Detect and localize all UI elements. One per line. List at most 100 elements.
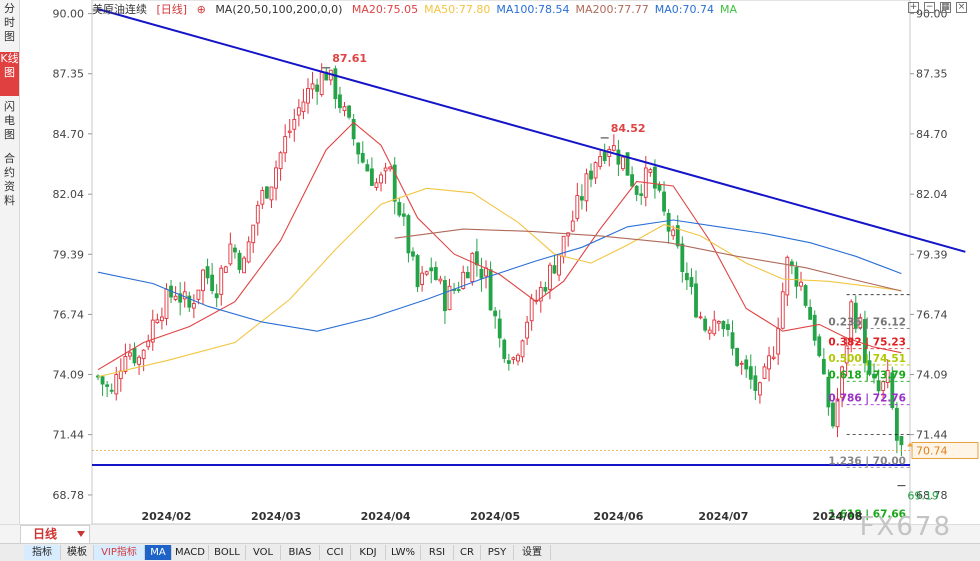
indicator-tab-lw[interactable]: LW% xyxy=(386,545,421,560)
y-tick-label-left: 82.04 xyxy=(53,188,85,201)
sidebar-tab-2[interactable]: 闪电图 xyxy=(4,100,15,141)
candlestick-chart[interactable]: 90.00 90.00 87.35 87.35 84.70 84.70 82.04 82.04… xyxy=(20,0,980,524)
fib-level-label: 1.618 | 67.66 xyxy=(828,508,906,520)
ma-readouts: MA20:75.05 MA50:77.80 MA100:78.54 MA200:77.… xyxy=(352,3,743,16)
indicator-tab-vol[interactable]: VOL xyxy=(246,545,281,560)
x-tick-label: 2024/03 xyxy=(251,510,301,523)
x-tick-label: 2024/06 xyxy=(593,510,643,523)
candle-body xyxy=(351,119,356,140)
candle-body xyxy=(570,220,575,232)
settings-gear-icon[interactable]: ⊕ xyxy=(196,3,206,16)
y-tick-label-left: 68.78 xyxy=(53,489,85,502)
ma-info-bar: 美原油连续 [日线] ⊕ MA(20,50,100,200,0,0) MA20:… xyxy=(92,3,749,17)
candle-body xyxy=(876,380,881,392)
candle-body xyxy=(776,328,781,355)
candle-body xyxy=(415,255,420,288)
candle-body xyxy=(840,366,845,398)
indicator-tab-cr[interactable]: CR xyxy=(454,545,481,560)
indicator-tab-rsi[interactable]: RSI xyxy=(421,545,454,560)
indicator-tab-vip[interactable]: VIP指标 xyxy=(94,545,145,560)
indicator-tab-cci[interactable]: CCI xyxy=(320,545,351,560)
candle-body xyxy=(456,289,461,292)
candle-body xyxy=(849,301,854,343)
candle-body xyxy=(424,271,429,275)
candle-body xyxy=(844,345,849,364)
candle-body xyxy=(114,374,119,395)
y-tick-label-right: 90.00 xyxy=(916,8,948,21)
candle-body xyxy=(205,266,210,279)
candle-body xyxy=(319,71,324,95)
candle-body xyxy=(817,336,822,357)
candle-body xyxy=(831,402,835,427)
candle-body xyxy=(420,272,425,285)
indicator-tab-bias[interactable]: BIAS xyxy=(281,545,320,560)
candle-body xyxy=(826,376,831,408)
zoom-out-icon[interactable]: − xyxy=(924,2,935,13)
zoom-in-icon[interactable]: + xyxy=(908,2,919,13)
candle-body xyxy=(105,384,110,387)
indicator-tab-boll[interactable]: BOLL xyxy=(209,545,246,560)
low-label: 69.19 xyxy=(907,490,939,503)
candle-body xyxy=(748,366,753,380)
indicator-tab-ma[interactable]: MA xyxy=(145,545,172,560)
candle-body xyxy=(552,265,557,274)
indicator-tab-bar: 指标 模板 VIP指标 MA MACD BOLL VOL BIAS CCI KDJ LW% RSI CR… xyxy=(0,543,980,561)
ma-readout-5: MA xyxy=(719,3,737,16)
y-tick-label-left: 79.39 xyxy=(53,248,85,261)
last-price-label: 70.74 xyxy=(916,445,948,458)
candle-body xyxy=(753,375,758,391)
candle-body xyxy=(575,195,580,219)
candle-body xyxy=(858,317,863,329)
candle-body xyxy=(525,321,530,339)
candle-body xyxy=(374,182,379,188)
indicator-tab-psy[interactable]: PSY xyxy=(481,545,514,560)
candle-body xyxy=(675,225,680,247)
candle-body xyxy=(561,235,566,258)
indicator-tab-macd[interactable]: MACD xyxy=(172,545,209,560)
sidebar-tab-0[interactable]: 分时图 xyxy=(4,2,15,43)
chevron-down-icon xyxy=(77,531,85,537)
candle-body xyxy=(653,166,657,189)
candle-body xyxy=(762,366,767,379)
candle-body xyxy=(890,372,895,408)
candle-body xyxy=(630,174,635,187)
candle-body xyxy=(694,283,698,318)
candle-body xyxy=(100,376,105,385)
candle-body xyxy=(671,229,676,237)
candle-body xyxy=(251,224,256,244)
candle-body xyxy=(584,173,589,202)
sidebar-tab-3[interactable]: 合约资料 xyxy=(4,152,15,207)
candle-body xyxy=(666,212,671,232)
x-tick-label: 2024/02 xyxy=(141,510,191,523)
candles-group xyxy=(96,63,904,457)
candle-body xyxy=(621,156,625,170)
candle-body xyxy=(342,106,347,112)
period-select-button[interactable]: 日线 xyxy=(20,525,90,544)
indicator-tab-[interactable]: 设置 xyxy=(514,545,551,560)
close-icon[interactable]: × xyxy=(956,2,967,13)
candle-body xyxy=(201,269,205,292)
candle-body xyxy=(379,174,383,184)
candle-body xyxy=(187,295,192,308)
candle-body xyxy=(698,316,703,319)
y-tick-label-left: 87.35 xyxy=(53,68,85,81)
layout-icon[interactable]: ▦ xyxy=(940,2,951,13)
candle-body xyxy=(707,329,712,334)
candle-body xyxy=(593,162,598,179)
ma-line-ma100 xyxy=(97,219,902,332)
candle-body xyxy=(392,164,397,202)
x-tick-label: 2024/07 xyxy=(698,510,748,523)
candle-body xyxy=(758,382,762,396)
indicator-tab-[interactable]: 模板 xyxy=(61,545,94,560)
candle-body xyxy=(338,94,342,109)
indicator-tab-kdj[interactable]: KDJ xyxy=(351,545,386,560)
candle-body xyxy=(625,152,630,176)
indicator-tab-[interactable]: 指标 xyxy=(24,545,61,560)
candle-body xyxy=(132,348,137,364)
candle-body xyxy=(411,251,415,257)
ma-line-ma20 xyxy=(97,121,902,371)
candle-body xyxy=(780,291,785,329)
candle-body xyxy=(310,83,315,90)
candle-body xyxy=(479,268,484,279)
sidebar-tab-1[interactable]: K线图 xyxy=(0,52,19,96)
